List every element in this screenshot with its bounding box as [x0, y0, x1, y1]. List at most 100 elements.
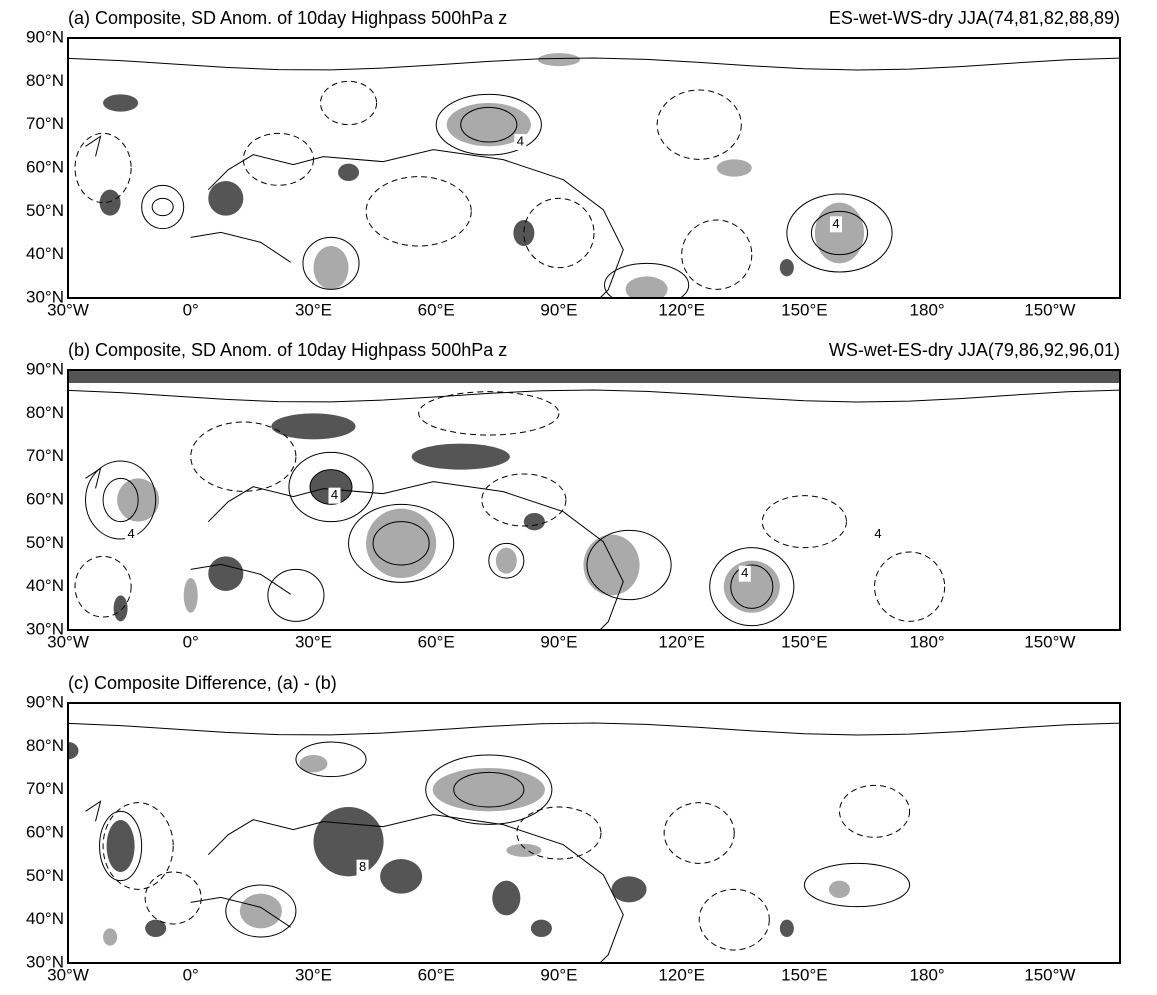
lat-label: 50°N [26, 533, 64, 552]
shading [271, 413, 355, 439]
shading [524, 513, 545, 530]
contour [68, 723, 1120, 735]
contour [482, 474, 566, 526]
shading [496, 548, 517, 574]
shading [724, 561, 780, 613]
contour [320, 81, 376, 124]
shading [313, 246, 348, 289]
lon-label: 180° [910, 632, 945, 651]
shading [100, 190, 121, 216]
lat-label: 70°N [26, 779, 64, 798]
contour [699, 889, 769, 950]
contour [524, 198, 594, 267]
lon-label: 90°E [540, 300, 577, 319]
lon-label: 30°W [47, 300, 89, 319]
contour [664, 803, 734, 864]
contour-label: 4 [517, 133, 524, 148]
panel-title: (a) Composite, SD Anom. of 10day Highpas… [68, 8, 507, 28]
shading [612, 876, 647, 902]
lat-label: 40°N [26, 576, 64, 595]
shading [780, 259, 794, 276]
shading [492, 881, 520, 916]
shading [829, 881, 850, 898]
shading [531, 920, 552, 937]
contour-label: 4 [331, 487, 338, 502]
map-frame [68, 38, 1120, 298]
contour [366, 177, 471, 246]
map-content: 4444 [68, 370, 1120, 652]
shading [433, 768, 545, 811]
lon-label: 150°E [781, 300, 828, 319]
contour [762, 496, 846, 548]
lon-label: 120°E [658, 300, 705, 319]
shading [506, 844, 541, 857]
figure: 44(a) Composite, SD Anom. of 10day Highp… [0, 0, 1157, 995]
lon-label: 0° [183, 632, 199, 651]
contour-label: 4 [874, 526, 881, 541]
shading [208, 556, 243, 591]
shading [184, 578, 198, 613]
contour [68, 390, 1120, 402]
lat-label: 60°N [26, 489, 64, 508]
lat-label: 60°N [26, 822, 64, 841]
contour [268, 569, 324, 621]
contour-label: 8 [359, 859, 366, 874]
map-panel: 8(c) Composite Difference, (a) - (b)90°N… [26, 673, 1120, 985]
lon-label: 150°E [781, 632, 828, 651]
lon-label: 120°E [658, 632, 705, 651]
lon-label: 30°W [47, 632, 89, 651]
lat-label: 80°N [26, 403, 64, 422]
lon-label: 90°E [540, 965, 577, 984]
shading [412, 444, 510, 470]
shading [338, 164, 359, 181]
lat-label: 80°N [26, 736, 64, 755]
lat-label: 80°N [26, 71, 64, 90]
lat-label: 90°N [26, 27, 64, 46]
lat-label: 70°N [26, 446, 64, 465]
shading [103, 928, 117, 945]
shading [313, 807, 383, 876]
lon-label: 120°E [658, 965, 705, 984]
shading [538, 53, 580, 66]
lon-label: 90°E [540, 632, 577, 651]
shading [717, 159, 752, 176]
contour [75, 133, 131, 202]
panel-subtitle: WS-wet-ES-dry JJA(79,86,92,96,01) [829, 340, 1120, 360]
shading [208, 181, 243, 216]
shading [103, 94, 138, 111]
contour [839, 785, 909, 837]
shading [114, 595, 128, 621]
lon-label: 0° [183, 965, 199, 984]
shading [107, 820, 135, 872]
contour [682, 220, 752, 289]
contour [68, 58, 1120, 70]
lat-label: 90°N [26, 359, 64, 378]
map-frame [68, 703, 1120, 963]
contour [152, 198, 173, 215]
shading [380, 859, 422, 894]
shading [780, 920, 794, 937]
contour-label: 4 [832, 216, 839, 231]
contour [419, 392, 559, 435]
contour-label: 4 [741, 565, 748, 580]
contour [875, 552, 945, 621]
lon-label: 60°E [418, 300, 455, 319]
lon-label: 60°E [418, 965, 455, 984]
lon-label: 150°W [1024, 300, 1075, 319]
contour [142, 185, 184, 228]
lat-label: 40°N [26, 909, 64, 928]
panel-title: (b) Composite, SD Anom. of 10day Highpas… [68, 340, 507, 360]
lat-label: 60°N [26, 157, 64, 176]
lon-label: 30°W [47, 965, 89, 984]
shading [240, 894, 282, 929]
map-content: 44 [68, 53, 1120, 320]
lon-label: 150°W [1024, 965, 1075, 984]
shading [513, 220, 534, 246]
coastline [86, 468, 624, 651]
contour [243, 133, 313, 185]
panel-subtitle: ES-wet-WS-dry JJA(74,81,82,88,89) [829, 8, 1120, 28]
map-panel: 44(a) Composite, SD Anom. of 10day Highp… [26, 8, 1120, 320]
lon-label: 180° [910, 965, 945, 984]
lon-label: 150°E [781, 965, 828, 984]
